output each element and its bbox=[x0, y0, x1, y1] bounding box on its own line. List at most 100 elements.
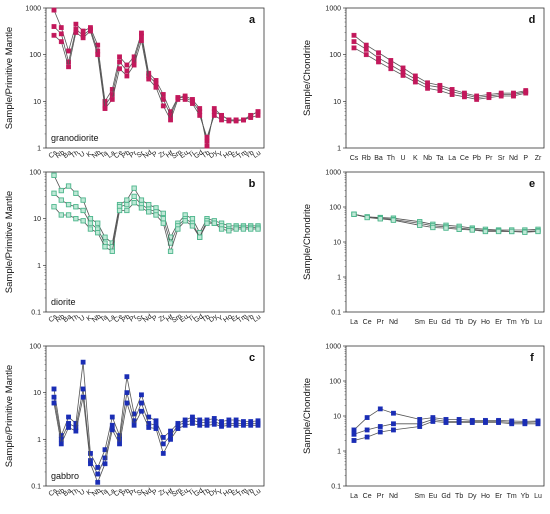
x-tick-label: Ce bbox=[113, 149, 124, 160]
data-point bbox=[124, 197, 130, 203]
data-point bbox=[160, 210, 166, 216]
x-tick-label: Ho bbox=[222, 313, 233, 324]
x-tick-label: Tb bbox=[201, 314, 212, 324]
x-tick-label: Dy bbox=[208, 313, 219, 324]
data-point bbox=[109, 97, 115, 102]
x-tick-label: La bbox=[106, 488, 116, 498]
x-tick-label: Nd bbox=[142, 487, 153, 498]
data-point bbox=[377, 216, 383, 222]
x-tick-label: Sr bbox=[136, 314, 146, 324]
chart-panel-b: 0.1 1 10 100 Sample/Primitive Mantle CsRbBaTh… bbox=[4, 170, 265, 325]
x-tick-label: Y bbox=[217, 488, 225, 497]
plot-frame bbox=[345, 171, 545, 313]
data-point bbox=[364, 214, 370, 221]
x-tick-label: P bbox=[151, 488, 159, 497]
data-point bbox=[197, 234, 203, 240]
data-point bbox=[131, 422, 137, 428]
data-point bbox=[146, 209, 152, 215]
y-tick-label: 1000 bbox=[325, 344, 341, 351]
x-tick-label: Gd bbox=[441, 319, 450, 326]
data-point bbox=[139, 33, 144, 39]
x-tick-label: Cs bbox=[48, 313, 59, 324]
data-point bbox=[95, 479, 101, 485]
x-tick-label: Dy bbox=[208, 149, 219, 160]
y-axis-label: Sample/Primitive Mantle bbox=[4, 27, 15, 129]
x-tick-label: Th bbox=[70, 488, 81, 498]
x-tick-label: Er bbox=[495, 319, 503, 326]
data-point bbox=[117, 66, 122, 72]
x-tick-label: Rb bbox=[55, 313, 66, 324]
data-point bbox=[80, 394, 86, 400]
chart-panel-c: 0.1 1 10 100 Sample/Primitive Mantle CsRbBaTh… bbox=[4, 344, 265, 499]
x-tick-label: Tb bbox=[455, 493, 463, 500]
data-point bbox=[189, 223, 196, 229]
y-tick-label: 100 bbox=[329, 52, 341, 59]
x-tick-label: Cs bbox=[48, 487, 59, 498]
data-point bbox=[160, 103, 166, 109]
x-tick-label: Ho bbox=[481, 319, 490, 326]
x-tick-label: U bbox=[78, 150, 86, 159]
x-tick-label: Sm bbox=[414, 493, 425, 500]
x-tick-label: Gd bbox=[193, 487, 205, 498]
y-tick-label: 1000 bbox=[325, 6, 341, 13]
x-tick-label: Th bbox=[387, 155, 395, 162]
data-point bbox=[204, 220, 210, 226]
data-point bbox=[175, 226, 181, 232]
rock-type-label: gabbro bbox=[51, 471, 79, 481]
data-point bbox=[95, 230, 101, 236]
x-tick-label: Er bbox=[230, 488, 240, 498]
x-tick-label: Nd bbox=[509, 155, 518, 162]
x-tick-label: Pr bbox=[128, 150, 138, 160]
data-point bbox=[376, 59, 381, 65]
x-tick-label: Th bbox=[70, 150, 81, 160]
x-tick-label: Pb bbox=[472, 155, 481, 162]
data-point bbox=[124, 201, 130, 208]
data-point bbox=[160, 441, 166, 447]
data-point bbox=[351, 45, 357, 51]
data-point bbox=[255, 226, 261, 232]
x-tick-label: Eu bbox=[179, 313, 190, 324]
data-point bbox=[87, 226, 94, 232]
data-point bbox=[124, 374, 130, 380]
x-tick-label: Nd bbox=[389, 493, 398, 500]
x-tick-label: Er bbox=[230, 150, 240, 160]
data-point bbox=[124, 68, 130, 74]
data-point bbox=[124, 400, 130, 406]
x-tick-label: U bbox=[401, 155, 406, 162]
data-point bbox=[391, 427, 396, 433]
rock-type-label: diorite bbox=[51, 297, 76, 307]
data-point bbox=[449, 92, 455, 97]
x-tick-label: La bbox=[350, 493, 358, 500]
data-point bbox=[51, 386, 57, 392]
data-point bbox=[175, 426, 181, 431]
data-point bbox=[211, 421, 217, 427]
x-tick-label: Tm bbox=[236, 487, 248, 499]
x-tick-label: Ba bbox=[62, 487, 73, 498]
x-tick-label: U bbox=[78, 488, 86, 497]
x-tick-label: Dy bbox=[468, 493, 477, 500]
data-point bbox=[87, 220, 94, 226]
data-point bbox=[241, 422, 246, 428]
data-point bbox=[425, 85, 430, 91]
series-1 bbox=[51, 359, 261, 470]
data-point bbox=[153, 426, 159, 431]
x-tick-label: Nb bbox=[91, 149, 102, 160]
data-point bbox=[363, 46, 369, 52]
x-tick-label: Eu bbox=[179, 149, 190, 160]
data-point bbox=[168, 428, 173, 434]
data-point bbox=[167, 248, 174, 254]
data-point bbox=[182, 97, 188, 102]
data-point bbox=[124, 73, 130, 79]
x-tick-label: Tm bbox=[236, 313, 248, 325]
data-point bbox=[109, 427, 115, 433]
x-tick-label: Tb bbox=[455, 319, 463, 326]
data-point bbox=[124, 62, 130, 68]
data-point bbox=[80, 359, 86, 365]
series-2 bbox=[51, 24, 261, 144]
data-point bbox=[509, 228, 515, 235]
data-point bbox=[146, 201, 152, 208]
x-tick-label: Tb bbox=[201, 150, 212, 160]
data-point bbox=[117, 54, 122, 60]
data-point bbox=[430, 419, 436, 424]
x-tick-label: Ho bbox=[222, 149, 233, 160]
